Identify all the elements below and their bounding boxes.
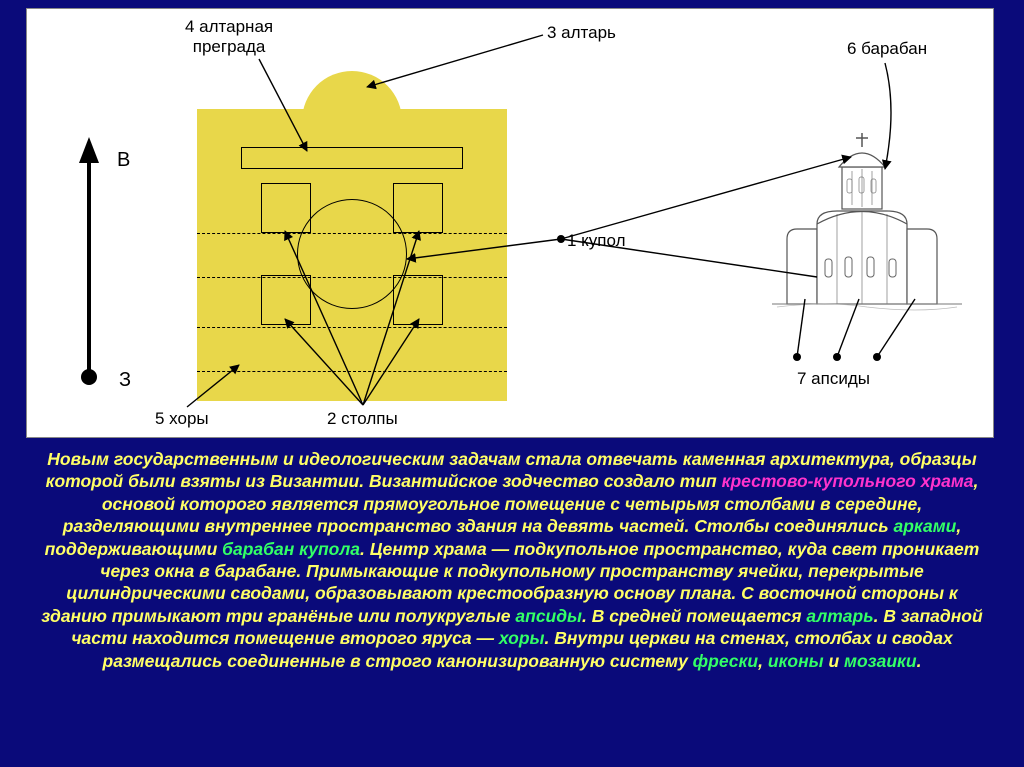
compass-south-label: З (119, 369, 131, 392)
pillar (261, 275, 311, 325)
label-5: 5 хоры (155, 409, 209, 429)
label-3: 3 алтарь (547, 23, 616, 43)
diagram-panel: В З (26, 8, 994, 438)
description-paragraph: Новым государственным и идеологическим з… (40, 448, 984, 672)
dome (297, 199, 407, 309)
label-1: 1 купол (567, 231, 626, 251)
label-4: 4 алтарная преграда (185, 17, 273, 56)
label-7: 7 апсиды (797, 369, 870, 389)
label-6: 6 барабан (847, 39, 927, 59)
pillar (393, 275, 443, 325)
church-sketch (767, 129, 967, 334)
altar-barrier (241, 147, 463, 169)
compass-north-label: В (117, 149, 130, 172)
compass (73, 137, 113, 402)
floor-plan (197, 71, 507, 401)
pillar (393, 183, 443, 233)
label-2: 2 столпы (327, 409, 398, 429)
